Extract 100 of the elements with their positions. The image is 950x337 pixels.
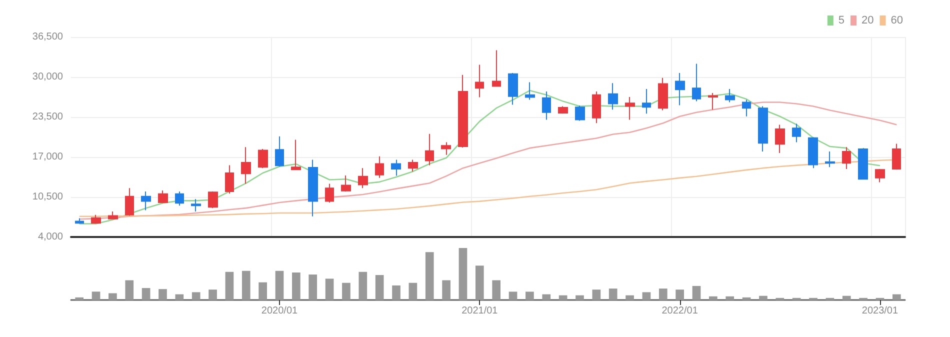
candlestick — [408, 159, 418, 172]
bar — [842, 296, 851, 300]
bar — [208, 290, 217, 300]
x-tick-label: 2022/01 — [662, 306, 698, 316]
candlestick — [158, 190, 168, 204]
candlestick — [625, 96, 635, 120]
bar — [442, 280, 450, 300]
bar — [158, 289, 167, 300]
candlestick — [692, 63, 701, 102]
y-tick-label: 4,000 — [38, 232, 64, 242]
candlestick — [808, 136, 818, 169]
bar — [558, 295, 568, 300]
bar — [742, 297, 751, 300]
bar — [692, 286, 701, 300]
bar — [125, 280, 134, 300]
bar — [108, 293, 117, 300]
y-tick-label: 17,000 — [32, 152, 64, 162]
candlestick — [275, 136, 284, 168]
bar — [375, 275, 384, 300]
bar — [392, 285, 400, 300]
bar — [458, 248, 468, 300]
bar — [642, 292, 651, 300]
x-tick-label: 2021/01 — [462, 306, 498, 316]
bar — [175, 294, 184, 300]
candlestick — [325, 183, 334, 204]
candlestick — [258, 148, 268, 169]
y-tick-label: 36,500 — [32, 32, 64, 42]
candlestick — [858, 148, 868, 180]
bar — [358, 272, 368, 300]
candlestick — [608, 82, 618, 110]
candlestick — [441, 142, 451, 156]
candlestick — [358, 168, 368, 189]
bar — [492, 280, 501, 300]
candlestick — [291, 139, 301, 170]
y-tick-label: 10,500 — [32, 192, 64, 202]
candlestick — [542, 90, 551, 120]
candlestick — [892, 143, 901, 170]
candlestick — [675, 72, 685, 106]
bar — [325, 278, 334, 300]
candlestick — [592, 90, 601, 124]
candlestick — [458, 74, 468, 148]
bar — [242, 270, 250, 300]
x-tick-label: 2020/01 — [261, 306, 298, 316]
bar — [576, 295, 584, 300]
bar — [408, 282, 418, 300]
candlestick — [775, 124, 785, 154]
bar — [626, 295, 634, 300]
bar — [308, 274, 318, 300]
bar — [425, 252, 434, 300]
candlestick — [642, 88, 651, 114]
candlestick — [525, 82, 535, 100]
bar — [475, 266, 484, 300]
candlestick — [758, 106, 768, 152]
candlestick — [125, 188, 134, 216]
candlestick — [141, 190, 151, 211]
bar — [75, 297, 84, 300]
bar — [258, 282, 267, 300]
bar — [759, 296, 768, 300]
y-tick-label: 30,000 — [32, 72, 64, 82]
candlestick — [241, 146, 251, 184]
candlestick — [708, 92, 718, 110]
bar — [608, 288, 618, 300]
bar — [592, 290, 601, 300]
bar — [709, 296, 718, 300]
bar — [225, 272, 234, 300]
candlestick — [75, 218, 84, 224]
bar — [658, 288, 668, 300]
bar — [676, 290, 684, 300]
candlestick — [425, 133, 434, 166]
candlestick — [792, 123, 801, 143]
legend-label: 60 — [890, 14, 904, 26]
candlestick — [108, 210, 118, 220]
candlestick — [191, 198, 201, 212]
bar — [142, 288, 150, 300]
candlestick — [208, 190, 218, 209]
y-tick-label: 23,500 — [32, 112, 64, 122]
candlestick — [742, 99, 751, 117]
bar — [892, 294, 901, 300]
bar — [342, 282, 350, 300]
candlestick — [492, 50, 501, 88]
candlestick — [725, 88, 735, 103]
bar — [92, 292, 100, 300]
candlestick — [341, 174, 351, 192]
bar — [192, 292, 200, 300]
candlestick — [558, 106, 568, 114]
legend-label: 20 — [862, 14, 874, 26]
candlestick — [842, 146, 851, 170]
bar — [508, 292, 518, 300]
candlestick — [91, 214, 101, 224]
bar — [542, 294, 551, 300]
bar — [292, 272, 300, 300]
candlestick — [391, 159, 401, 176]
candlestick — [508, 72, 518, 106]
x-tick-label: 2023/01 — [862, 306, 898, 316]
candlestick — [875, 168, 885, 183]
candlestick — [475, 64, 484, 98]
bar — [275, 270, 284, 300]
legend-label: 5 — [838, 14, 845, 26]
candlestick — [575, 105, 585, 122]
candlestick — [825, 150, 835, 168]
